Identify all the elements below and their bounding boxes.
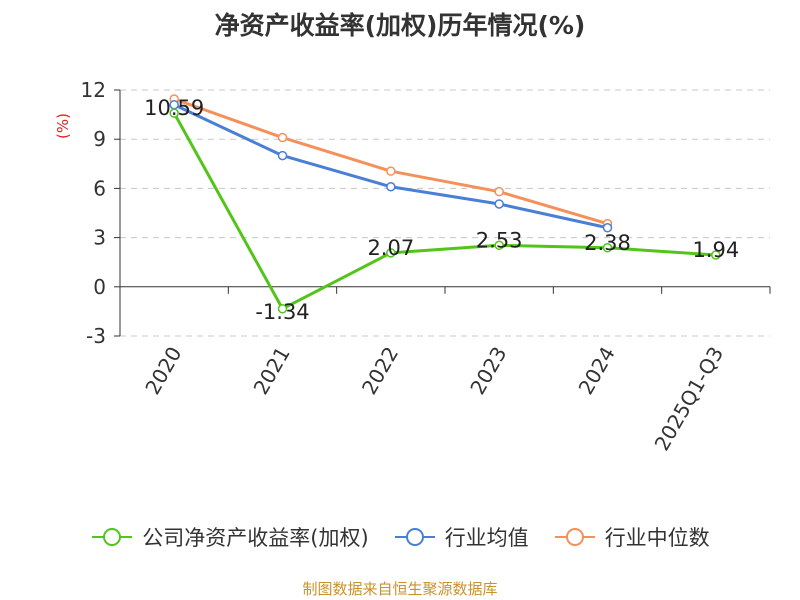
data-point (277, 132, 288, 143)
x-tick-label: 2020 (140, 343, 186, 399)
data-point (386, 248, 396, 258)
data-point (602, 223, 613, 233)
data-point (277, 304, 288, 314)
x-tick-label: 2022 (357, 343, 403, 399)
data-point (386, 182, 396, 192)
data-label: 1.94 (692, 238, 739, 262)
data-point (711, 250, 721, 260)
legend-item-company[interactable]: 公司净资产收益率(加权) (90, 522, 369, 552)
legend-item-industry-median[interactable]: 行业中位数 (553, 522, 710, 552)
data-point (386, 166, 396, 176)
data-point (494, 186, 504, 197)
data-point (169, 108, 179, 118)
x-tick-label: 2021 (249, 343, 295, 399)
x-tick-label: 2023 (465, 343, 511, 399)
y-tick-label: 6 (93, 176, 106, 200)
y-tick-label: -3 (86, 324, 106, 348)
y-tick-label: 9 (93, 127, 106, 151)
series-line (172, 112, 716, 311)
legend-marker-industry-mean-icon (394, 528, 435, 546)
data-label: 10.59 (144, 96, 204, 120)
y-tick-label: 3 (93, 226, 106, 250)
legend-item-industry-mean[interactable]: 行业均值 (393, 522, 529, 552)
data-label: 2.53 (476, 228, 523, 252)
legend-marker-industry-median-icon (554, 528, 595, 546)
x-tick-label: 2024 (574, 343, 620, 399)
data-label: 2.38 (584, 231, 631, 255)
series-line (173, 97, 608, 226)
legend-label-industry-median: 行业中位数 (604, 526, 710, 550)
data-point (494, 199, 504, 209)
legend: 公司净资产收益率(加权) 行业均值 行业中位数 (0, 522, 800, 552)
data-point (494, 240, 504, 251)
data-point (602, 243, 613, 253)
line-chart: -3 0 3 6 9 12 (%) 2020 2021 2022 2023 2024 2025Q1-Q3… (54, 78, 771, 455)
y-tick-label: 0 (93, 275, 106, 299)
data-label: 2.07 (367, 236, 414, 260)
y-tick-label: 12 (81, 78, 106, 102)
data-source: 制图数据来自恒生聚源数据库 (302, 580, 498, 598)
legend-marker-company-icon (92, 528, 133, 546)
legend-label-company: 公司净资产收益率(加权) (142, 526, 369, 550)
data-point (277, 150, 288, 161)
legend-label-industry-mean: 行业均值 (444, 526, 529, 550)
x-tick-label: 2025Q1-Q3 (649, 343, 728, 455)
data-label: -1.34 (255, 300, 309, 324)
y-axis-title: (%) (54, 113, 72, 139)
chart-title: 净资产收益率(加权)历年情况(%) (214, 11, 586, 40)
